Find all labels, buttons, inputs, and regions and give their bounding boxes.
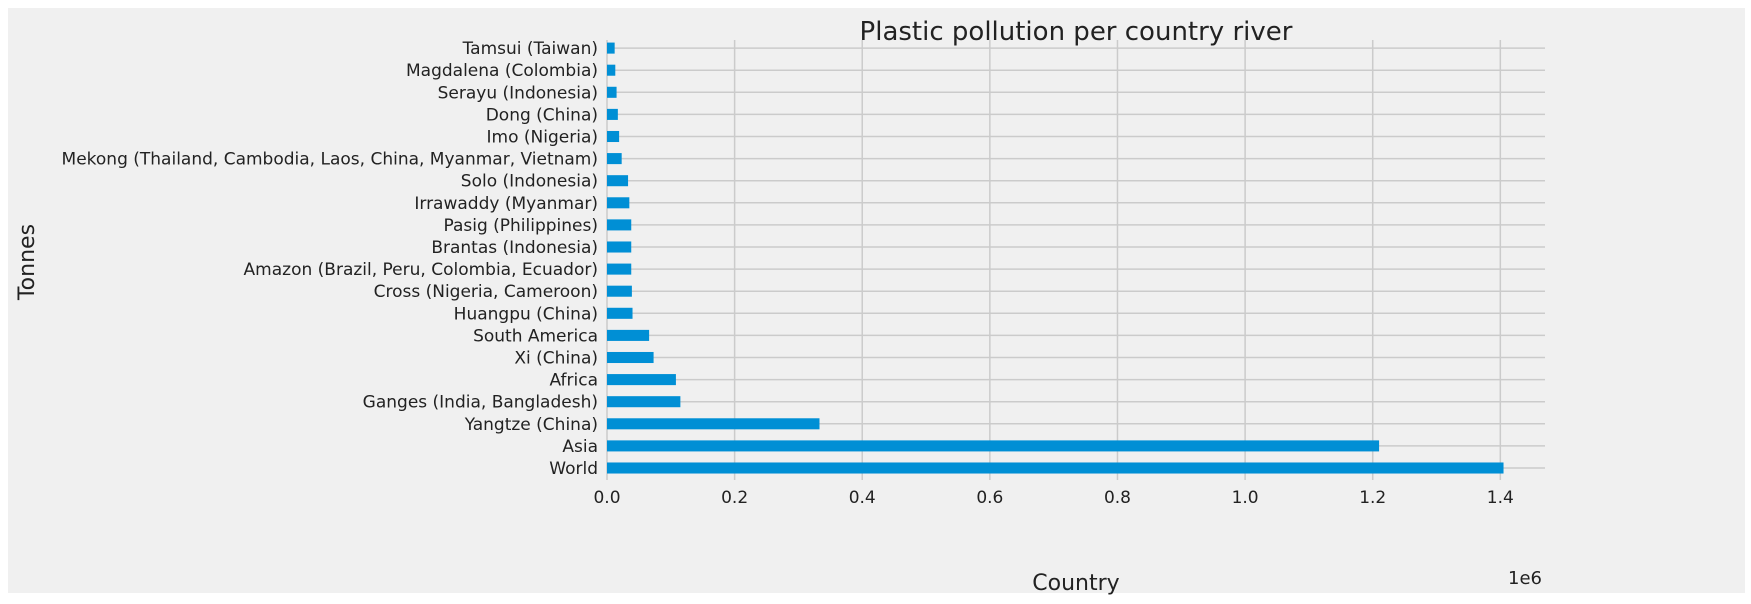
- bar: [607, 374, 676, 386]
- y-tick-label: World: [549, 459, 598, 479]
- figure-background: [8, 8, 1745, 593]
- y-tick-label: Imo (Nigeria): [487, 128, 598, 148]
- bar: [607, 263, 632, 275]
- chart-title: Plastic pollution per country river: [860, 17, 1293, 47]
- y-tick-label: Xi (China): [514, 349, 598, 369]
- y-tick-label: Ganges (India, Bangladesh): [363, 393, 598, 413]
- x-tick-label: 1.4: [1487, 488, 1514, 508]
- y-tick-label: Brantas (Indonesia): [431, 238, 598, 258]
- y-tick-label: Asia: [562, 437, 598, 457]
- y-tick-label: Tamsui (Taiwan): [462, 39, 598, 59]
- bar: [607, 329, 650, 341]
- x-tick-label: 0.0: [593, 488, 620, 508]
- bar: [607, 396, 681, 408]
- y-tick-label: Mekong (Thailand, Cambodia, Laos, China,…: [62, 150, 598, 170]
- x-axis-label: Country: [1032, 571, 1119, 596]
- bar: [607, 241, 632, 253]
- bar: [607, 130, 620, 143]
- x-tick-label: 0.8: [1104, 488, 1131, 508]
- y-tick-label: Solo (Indonesia): [461, 172, 598, 192]
- bar: [607, 462, 1504, 474]
- x-tick-label: 0.6: [976, 488, 1003, 508]
- y-tick-label: Amazon (Brazil, Peru, Colombia, Ecuador): [244, 260, 598, 280]
- x-tick-labels: 0.0 0.2 0.4 0.6 0.8 1.0 1.2 1.4: [593, 488, 1513, 508]
- x-tick-label: 1.0: [1232, 488, 1259, 508]
- y-tick-label: Irrawaddy (Myanmar): [414, 194, 598, 214]
- bar: [607, 197, 630, 209]
- bar-layer: [607, 42, 1504, 474]
- bar: [607, 86, 617, 98]
- bar: [607, 153, 622, 165]
- y-tick-label: Dong (China): [486, 105, 598, 125]
- bar: [607, 42, 615, 54]
- x-tick-label: 0.4: [849, 488, 876, 508]
- y-tick-label: Pasig (Philippines): [443, 216, 598, 236]
- bar: [607, 219, 632, 231]
- y-tick-label: South America: [473, 326, 598, 346]
- x-axis-offset-label: 1e6: [1508, 568, 1542, 589]
- bar: [607, 285, 632, 297]
- bar: [607, 440, 1380, 452]
- grid-layer: [606, 40, 1545, 480]
- x-tick-label: 1.2: [1359, 488, 1386, 508]
- bar: [607, 418, 820, 430]
- bar: [607, 108, 618, 120]
- y-tick-label: Africa: [550, 371, 599, 391]
- y-tick-label: Serayu (Indonesia): [438, 83, 598, 103]
- y-tick-label: Huangpu (China): [454, 304, 598, 324]
- bar: [607, 307, 633, 319]
- bar: [607, 64, 616, 76]
- y-tick-label: Cross (Nigeria, Cameroon): [374, 282, 598, 302]
- y-tick-label: Magdalena (Colombia): [406, 61, 598, 81]
- bar: [607, 175, 629, 187]
- y-axis-label: Tonnes: [15, 224, 40, 301]
- y-tick-label: Yangtze (China): [464, 415, 598, 435]
- x-tick-label: 0.2: [721, 488, 748, 508]
- bar: [607, 351, 654, 364]
